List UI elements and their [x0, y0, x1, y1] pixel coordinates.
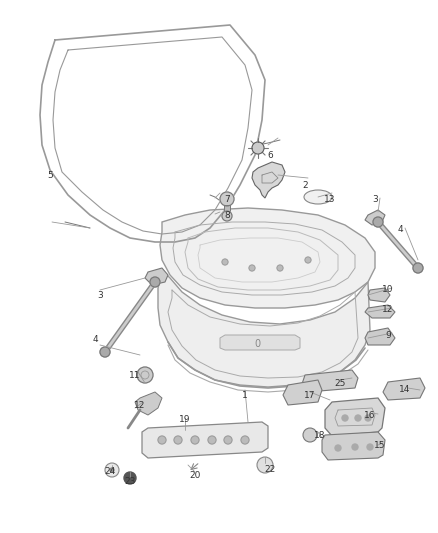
Text: 8: 8 — [224, 211, 230, 220]
Polygon shape — [252, 162, 285, 198]
Text: 2: 2 — [302, 181, 308, 190]
Circle shape — [342, 415, 348, 421]
Text: 5: 5 — [47, 171, 53, 180]
Polygon shape — [302, 370, 358, 392]
Text: 11: 11 — [129, 370, 141, 379]
Text: 16: 16 — [364, 410, 376, 419]
Circle shape — [355, 415, 361, 421]
Text: 12: 12 — [382, 305, 394, 314]
Circle shape — [335, 445, 341, 451]
Polygon shape — [145, 268, 168, 285]
Polygon shape — [160, 208, 375, 308]
Circle shape — [100, 347, 110, 357]
Text: 13: 13 — [324, 196, 336, 205]
Text: 12: 12 — [134, 400, 146, 409]
Polygon shape — [283, 380, 322, 405]
Circle shape — [303, 428, 317, 442]
Polygon shape — [368, 288, 390, 302]
Text: 20: 20 — [189, 471, 201, 480]
Circle shape — [110, 468, 114, 472]
Circle shape — [220, 192, 234, 206]
Circle shape — [252, 142, 264, 154]
Circle shape — [365, 415, 371, 421]
Text: 1: 1 — [242, 391, 248, 400]
Circle shape — [208, 436, 216, 444]
Text: 6: 6 — [267, 150, 273, 159]
Text: 15: 15 — [374, 440, 386, 449]
Polygon shape — [142, 422, 268, 458]
Polygon shape — [135, 392, 162, 415]
Text: 0: 0 — [254, 339, 260, 349]
Circle shape — [137, 367, 153, 383]
Ellipse shape — [304, 190, 332, 204]
Polygon shape — [322, 432, 385, 460]
Polygon shape — [365, 328, 395, 345]
Circle shape — [413, 263, 423, 273]
Circle shape — [305, 257, 311, 263]
Circle shape — [222, 211, 232, 221]
Text: 4: 4 — [397, 225, 403, 235]
Circle shape — [373, 217, 383, 227]
Text: 10: 10 — [382, 286, 394, 295]
Text: 23: 23 — [124, 478, 136, 487]
Circle shape — [257, 457, 273, 473]
Polygon shape — [383, 378, 425, 400]
Polygon shape — [365, 210, 385, 225]
Polygon shape — [220, 335, 300, 350]
Text: 7: 7 — [224, 196, 230, 205]
Circle shape — [105, 463, 119, 477]
Circle shape — [158, 436, 166, 444]
Text: 3: 3 — [372, 196, 378, 205]
Text: 18: 18 — [314, 431, 326, 440]
Circle shape — [352, 444, 358, 450]
Circle shape — [224, 436, 232, 444]
Text: 17: 17 — [304, 391, 316, 400]
Polygon shape — [325, 398, 385, 436]
Bar — [224, 205, 230, 215]
Circle shape — [241, 436, 249, 444]
Text: 22: 22 — [265, 465, 276, 474]
Circle shape — [150, 277, 160, 287]
Circle shape — [222, 259, 228, 265]
Text: 25: 25 — [334, 378, 346, 387]
Circle shape — [249, 265, 255, 271]
Circle shape — [124, 472, 136, 484]
Polygon shape — [158, 270, 370, 387]
Text: 19: 19 — [179, 416, 191, 424]
Circle shape — [367, 444, 373, 450]
Circle shape — [191, 436, 199, 444]
Text: 9: 9 — [385, 330, 391, 340]
Circle shape — [277, 265, 283, 271]
Text: 24: 24 — [104, 467, 116, 477]
Text: 3: 3 — [97, 290, 103, 300]
Circle shape — [174, 436, 182, 444]
Text: 4: 4 — [92, 335, 98, 344]
Text: 14: 14 — [399, 385, 411, 394]
Polygon shape — [365, 305, 395, 318]
